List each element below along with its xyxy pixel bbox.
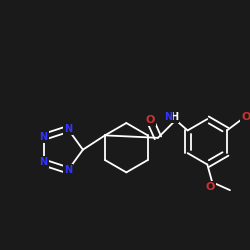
Text: N: N <box>64 124 72 134</box>
Text: O: O <box>241 112 250 122</box>
Text: N: N <box>164 112 172 122</box>
Text: O: O <box>145 115 155 125</box>
Text: N: N <box>40 158 48 168</box>
Text: N: N <box>40 132 48 142</box>
Text: N: N <box>64 165 72 175</box>
Text: O: O <box>206 182 215 192</box>
Text: H: H <box>170 112 178 122</box>
